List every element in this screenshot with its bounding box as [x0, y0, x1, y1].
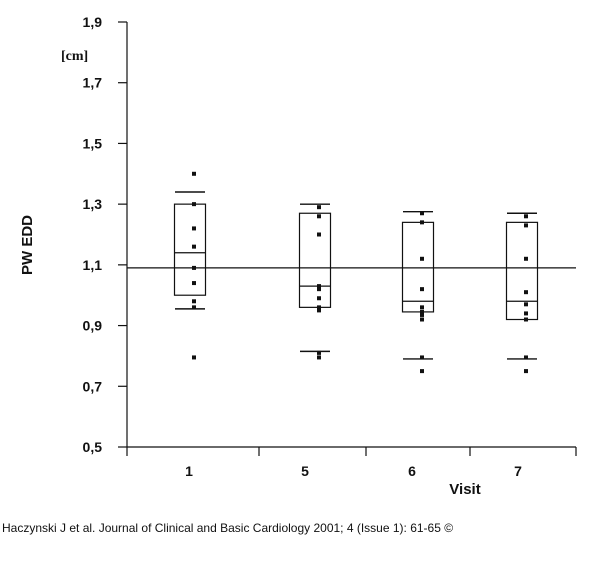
data-point — [317, 308, 321, 313]
y-axis-title: PW EDD — [19, 215, 36, 275]
data-point — [420, 287, 424, 292]
data-point — [524, 223, 528, 228]
iqr-box — [173, 203, 207, 296]
iqr-box — [505, 221, 539, 321]
data-point — [524, 290, 528, 295]
x-tick-label: 1 — [185, 463, 193, 479]
data-point — [420, 211, 424, 216]
data-point — [317, 296, 321, 301]
data-point — [524, 355, 528, 360]
y-tick-label: 1,5 — [83, 135, 103, 151]
y-axis-ticks: 1,9 1,7 1,5 1,3 1,1 0,9 0,7 0,5 — [83, 14, 127, 455]
data-point — [192, 281, 196, 286]
data-point — [524, 369, 528, 374]
data-point — [420, 317, 424, 322]
data-point — [317, 205, 321, 210]
data-point — [317, 350, 321, 355]
plot-area — [126, 22, 576, 448]
data-point — [192, 202, 196, 207]
box-group-visit-6 — [401, 211, 435, 374]
data-point — [420, 256, 424, 261]
y-tick-label: 1,9 — [83, 14, 103, 30]
box-series — [173, 171, 539, 374]
data-point — [524, 311, 528, 316]
y-tick-label: 1,1 — [83, 257, 103, 273]
data-point — [524, 256, 528, 261]
data-point — [524, 302, 528, 307]
data-point — [420, 305, 424, 310]
x-tick-label: 7 — [514, 463, 522, 479]
data-point — [420, 355, 424, 360]
x-tick-label: 6 — [408, 463, 416, 479]
x-tick-label: 5 — [301, 463, 309, 479]
data-point — [192, 305, 196, 310]
data-point — [192, 299, 196, 304]
box-group-visit-7 — [505, 212, 539, 374]
data-point — [192, 265, 196, 270]
data-point — [420, 220, 424, 225]
y-tick-label: 0,9 — [83, 318, 103, 334]
data-point — [420, 312, 424, 317]
y-tick-label: 1,3 — [83, 196, 103, 212]
data-point — [524, 317, 528, 322]
data-point — [192, 226, 196, 231]
x-axis-title: Visit — [449, 481, 480, 498]
iqr-box — [401, 221, 435, 313]
data-point — [192, 244, 196, 249]
y-tick-label: 0,7 — [83, 378, 103, 394]
citation-text: Haczynski J et al. Journal of Clinical a… — [2, 521, 454, 535]
data-point — [420, 369, 424, 374]
data-point — [317, 287, 321, 292]
data-point — [317, 305, 321, 310]
data-point — [192, 355, 196, 360]
data-point — [317, 232, 321, 237]
y-tick-label: 1,7 — [83, 75, 103, 91]
data-point — [317, 214, 321, 219]
box-group-visit-1 — [173, 171, 207, 360]
data-point — [317, 355, 321, 360]
data-point — [192, 171, 196, 176]
y-unit-label: [cm] — [61, 49, 88, 64]
data-point — [420, 309, 424, 314]
box-group-visit-5 — [298, 203, 332, 360]
data-point — [317, 284, 321, 289]
data-point — [524, 214, 528, 219]
iqr-box — [298, 212, 332, 308]
y-tick-label: 0,5 — [83, 439, 103, 455]
